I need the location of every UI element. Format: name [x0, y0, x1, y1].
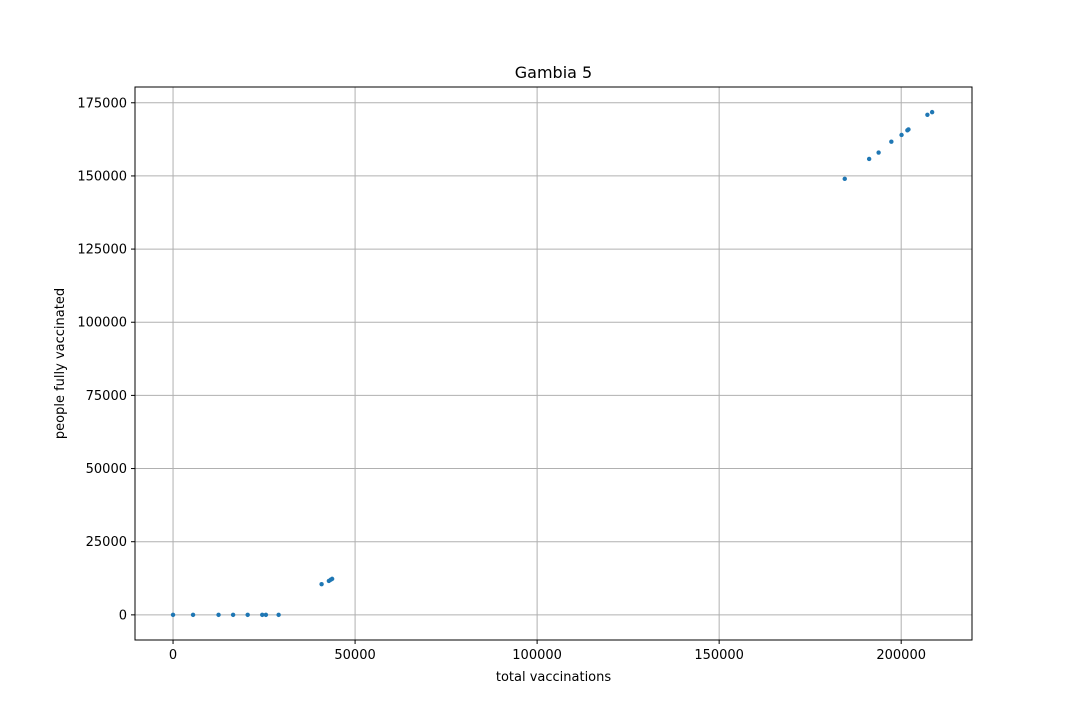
y-tick-label: 50000	[86, 462, 127, 477]
data-point	[925, 112, 930, 117]
data-point	[216, 612, 221, 618]
y-tick-label: 125000	[77, 243, 127, 258]
data-point	[842, 176, 847, 182]
y-tick-label: 100000	[77, 316, 127, 331]
y-tick-label: 75000	[86, 389, 127, 404]
ticks-layer: 0 50000 100000 150000 200000 0 25000 50000 75000…	[77, 96, 926, 663]
y-tick-label: 175000	[77, 96, 127, 111]
plot-frame	[134, 86, 973, 641]
data-point	[329, 576, 335, 582]
data-point	[866, 156, 872, 162]
x-axis-label: total vaccinations	[496, 670, 612, 685]
chart-title: Gambia 5	[515, 63, 592, 82]
data-point	[245, 612, 250, 618]
grid-layer	[135, 87, 972, 640]
data-point	[929, 109, 935, 115]
data-point	[263, 612, 269, 618]
x-tick-label: 100000	[512, 648, 562, 663]
y-tick-label: 0	[119, 608, 127, 623]
data-point	[889, 139, 894, 144]
x-tick-label: 0	[169, 648, 177, 663]
points-layer	[170, 109, 935, 618]
data-point	[906, 127, 911, 132]
data-point	[170, 612, 176, 618]
data-point	[899, 132, 904, 138]
data-point	[319, 581, 324, 587]
data-point	[190, 612, 196, 618]
y-axis-label: people fully vaccinated	[53, 288, 68, 439]
x-tick-label: 150000	[694, 648, 744, 663]
x-tick-label: 200000	[876, 648, 926, 663]
x-tick-label: 50000	[334, 648, 375, 663]
data-point	[876, 150, 881, 155]
data-point	[260, 612, 265, 618]
data-point	[230, 612, 236, 618]
data-point	[276, 612, 281, 618]
y-tick-label: 25000	[86, 535, 127, 550]
y-tick-label: 150000	[77, 169, 127, 184]
